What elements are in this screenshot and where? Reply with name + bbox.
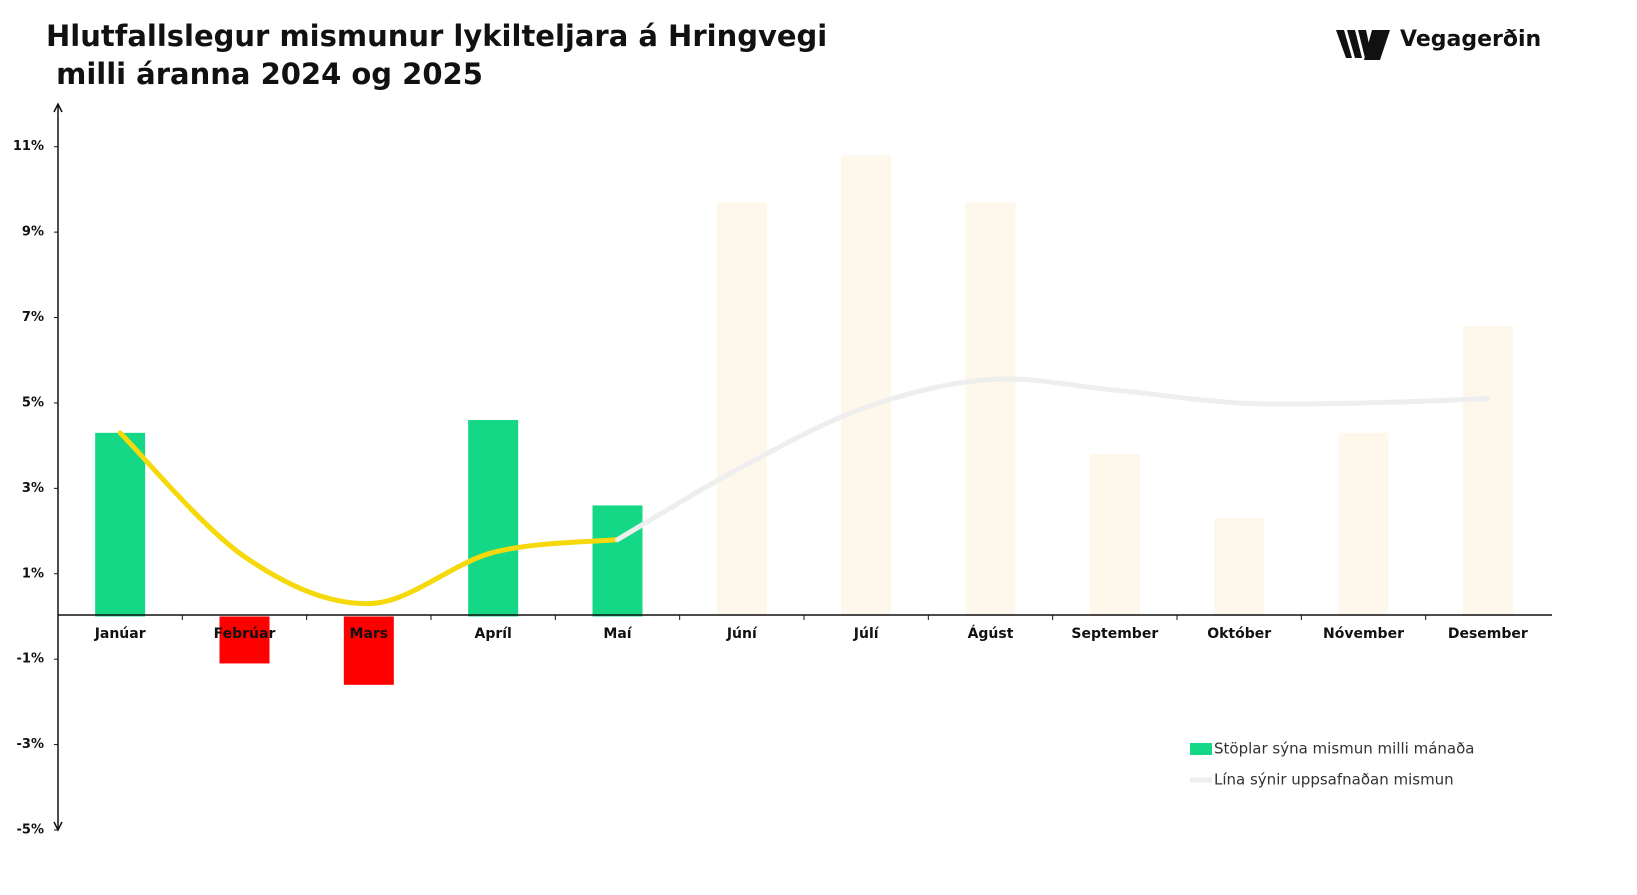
bar xyxy=(716,202,767,617)
y-tick-label: 3% xyxy=(22,481,44,496)
x-tick-label: Apríl xyxy=(474,626,511,642)
x-tick-label: Október xyxy=(1207,626,1271,642)
bar xyxy=(468,420,519,617)
y-tick-label: 11% xyxy=(13,139,44,154)
logo-icon xyxy=(1336,30,1390,60)
x-tick-label: Júní xyxy=(726,626,758,642)
bar xyxy=(219,616,270,664)
y-tick-label: 9% xyxy=(22,225,44,240)
plot-area xyxy=(95,155,1513,685)
bar xyxy=(95,432,146,617)
axis-arrow xyxy=(53,102,63,113)
bar xyxy=(1462,326,1513,617)
y-tick-label: 7% xyxy=(22,310,44,325)
x-tick-label: Desember xyxy=(1448,626,1528,642)
x-tick-label: September xyxy=(1071,626,1158,642)
y-tick-label: -3% xyxy=(17,737,44,752)
x-tick-label: Febrúar xyxy=(214,626,276,642)
logo-text: Vegagerðin xyxy=(1400,27,1541,52)
bar xyxy=(1089,454,1140,617)
legend-swatch xyxy=(1190,743,1212,755)
bar xyxy=(1338,432,1389,617)
legend-label: Lína sýnir uppsafnaðan mismun xyxy=(1214,771,1454,789)
chart-title: Hlutfallslegur mismunur lykilteljara á H… xyxy=(46,19,827,53)
bar xyxy=(965,202,1016,617)
bar xyxy=(841,155,892,617)
x-tick-label: Mars xyxy=(350,626,389,642)
chart-title: milli áranna 2024 og 2025 xyxy=(46,57,483,91)
legend-label: Stöplar sýna mismun milli mánaða xyxy=(1214,740,1474,758)
x-tick-label: Júlí xyxy=(853,626,880,642)
x-tick-label: Janúar xyxy=(94,626,146,642)
y-tick-label: -1% xyxy=(17,652,44,667)
bar xyxy=(592,505,643,617)
y-tick-label: -5% xyxy=(17,823,44,838)
legend: Stöplar sýna mismun milli mánaða Lína sýn… xyxy=(1190,740,1474,789)
bar xyxy=(343,616,394,685)
bar xyxy=(1214,518,1265,617)
x-tick-label: Nóvember xyxy=(1323,626,1404,642)
line xyxy=(615,376,1491,543)
y-tick-label: 5% xyxy=(22,395,44,410)
y-tick-label: 1% xyxy=(22,566,44,581)
x-tick-label: Ágúst xyxy=(968,625,1014,642)
line xyxy=(117,430,620,607)
x-tick-label: Maí xyxy=(603,626,632,642)
